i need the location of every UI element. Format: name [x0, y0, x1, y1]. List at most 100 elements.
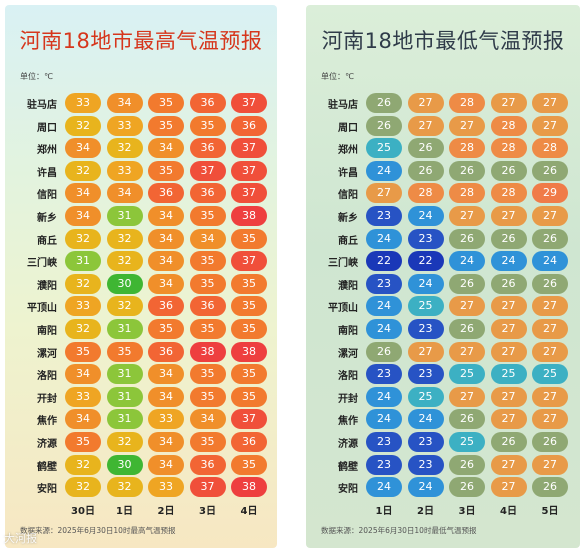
- high-temp-cell: 34: [65, 138, 101, 159]
- high-temp-cell: 35: [189, 432, 226, 452]
- high-city-label: 郑州: [37, 145, 57, 157]
- low-temp-cell: 27: [407, 115, 444, 136]
- high-city-label: 焦作: [37, 416, 57, 428]
- high-temp-cell: 34: [65, 409, 101, 430]
- low-temp-cell: 27: [490, 386, 527, 407]
- high-temp-cell: 31: [106, 364, 143, 385]
- low-temp-cell: 26: [407, 160, 444, 181]
- low-city-label: 漯河: [338, 348, 358, 360]
- high-temp-cell: 36: [189, 93, 226, 113]
- high-row: 郑州 34 32 34 36 37: [5, 138, 277, 159]
- low-temp-source: 数据来源：2025年6月30日10时最低气温预报: [321, 526, 477, 535]
- low-city-label: 洛阳: [338, 371, 358, 383]
- high-temp-cell: 32: [106, 228, 143, 249]
- high-city-label: 商丘: [37, 235, 57, 247]
- high-temp-cell: 31: [106, 409, 143, 430]
- high-temp-cell: 34: [148, 454, 184, 475]
- high-temp-cell: 31: [65, 251, 101, 272]
- high-temp-cell: 33: [65, 93, 101, 113]
- high-temp-cell: 35: [231, 228, 267, 249]
- high-day-label: 1日: [116, 505, 133, 517]
- low-temp-cell: 26: [490, 273, 527, 294]
- high-temp-cell: 32: [65, 228, 101, 249]
- low-city-label: 周口: [338, 122, 358, 134]
- low-temp-cell: 23: [366, 206, 402, 226]
- low-temp-cell: 25: [407, 296, 444, 317]
- high-temp-cell: 35: [189, 364, 226, 385]
- high-temp-cell: 34: [148, 251, 184, 272]
- low-temp-cell: 24: [366, 228, 402, 249]
- low-temp-cell: 26: [449, 477, 485, 498]
- high-row: 漯河 35 35 36 38 38: [5, 341, 277, 362]
- high-city-label: 南阳: [37, 326, 57, 337]
- high-day-label: 3日: [199, 505, 216, 517]
- low-temp-cell: 27: [532, 386, 568, 407]
- high-row: 平顶山 33 32 36 36 35: [5, 296, 277, 317]
- low-temp-cell: 26: [490, 432, 527, 452]
- high-temp-cell: 35: [65, 341, 101, 362]
- high-temp-cell: 36: [189, 138, 226, 159]
- low-day-label: 4日: [500, 505, 517, 517]
- high-temp-cell: 35: [189, 319, 226, 339]
- low-temp-cell: 27: [407, 341, 444, 362]
- low-row: 商丘 24 23 26 26 26: [306, 228, 580, 249]
- high-temp-cell: 34: [148, 228, 184, 249]
- low-temp-cell: 23: [407, 319, 444, 339]
- low-day-label: 5日: [541, 505, 559, 517]
- low-temp-cell: 26: [449, 454, 485, 475]
- high-row: 新乡 34 31 34 35 38: [5, 206, 277, 226]
- low-temp-cell: 26: [532, 228, 568, 249]
- high-temp-cell: 34: [189, 409, 226, 430]
- low-temp-cell: 27: [449, 296, 485, 317]
- low-city-label: 济源: [338, 439, 358, 450]
- high-temp-cell: 35: [148, 319, 184, 339]
- high-temp-unit: 单位：℃: [20, 72, 53, 81]
- high-city-label: 洛阳: [37, 371, 57, 383]
- low-temp-cell: 27: [532, 341, 568, 362]
- high-temp-cell: 37: [189, 160, 226, 181]
- high-temp-cell: 36: [231, 432, 267, 452]
- low-city-label: 商丘: [338, 235, 358, 247]
- high-temp-cell: 30: [106, 454, 143, 475]
- low-temp-cell: 27: [407, 93, 444, 113]
- low-row: 安阳 24 24 26 27 26: [306, 477, 580, 498]
- high-temp-cell: 35: [106, 341, 143, 362]
- high-temp-cell: 37: [231, 183, 267, 204]
- low-temp-cell: 26: [532, 273, 568, 294]
- low-temp-cell: 25: [449, 432, 485, 452]
- high-temp-cell: 38: [189, 341, 226, 362]
- high-temp-cell: 35: [148, 160, 184, 181]
- low-row: 驻马店 26 27 28 27 27: [306, 93, 580, 113]
- high-row: 洛阳 34 31 34 35 35: [5, 364, 277, 385]
- low-row: 周口 26 27 27 28 27: [306, 115, 580, 136]
- low-row: 焦作 24 24 26 27 27: [306, 409, 580, 430]
- low-temp-cell: 25: [449, 364, 485, 385]
- low-temp-cell: 26: [532, 160, 568, 181]
- low-city-label: 许昌: [338, 167, 358, 179]
- low-temp-cell: 23: [407, 432, 444, 452]
- high-city-label: 鹤壁: [37, 461, 57, 473]
- high-temp-cell: 33: [106, 115, 143, 136]
- low-temp-cell: 24: [366, 319, 402, 339]
- low-row: 济源 23 23 25 26 26: [306, 432, 580, 452]
- high-temp-cell: 35: [148, 93, 184, 113]
- low-city-label: 郑州: [338, 145, 358, 157]
- low-temp-cell: 26: [449, 409, 485, 430]
- high-temp-cell: 37: [231, 160, 267, 181]
- high-temp-cell: 36: [148, 183, 184, 204]
- high-temp-cell: 34: [148, 386, 184, 407]
- high-temp-cell: 33: [106, 160, 143, 181]
- low-temp-cell: 27: [366, 183, 402, 204]
- low-temp-cell: 27: [449, 206, 485, 226]
- low-temp-cell: 22: [407, 251, 444, 272]
- high-temp-cell: 33: [65, 296, 101, 317]
- high-temp-cell: 37: [189, 477, 226, 498]
- high-temp-cell: 35: [231, 386, 267, 407]
- low-temp-cell: 24: [490, 251, 527, 272]
- high-temp-cell: 32: [65, 273, 101, 294]
- high-temp-cell: 36: [148, 341, 184, 362]
- high-temp-cell: 35: [231, 454, 267, 475]
- high-temp-cell: 35: [231, 319, 267, 339]
- high-city-label: 濮阳: [37, 280, 57, 292]
- high-temp-cell: 34: [148, 432, 184, 452]
